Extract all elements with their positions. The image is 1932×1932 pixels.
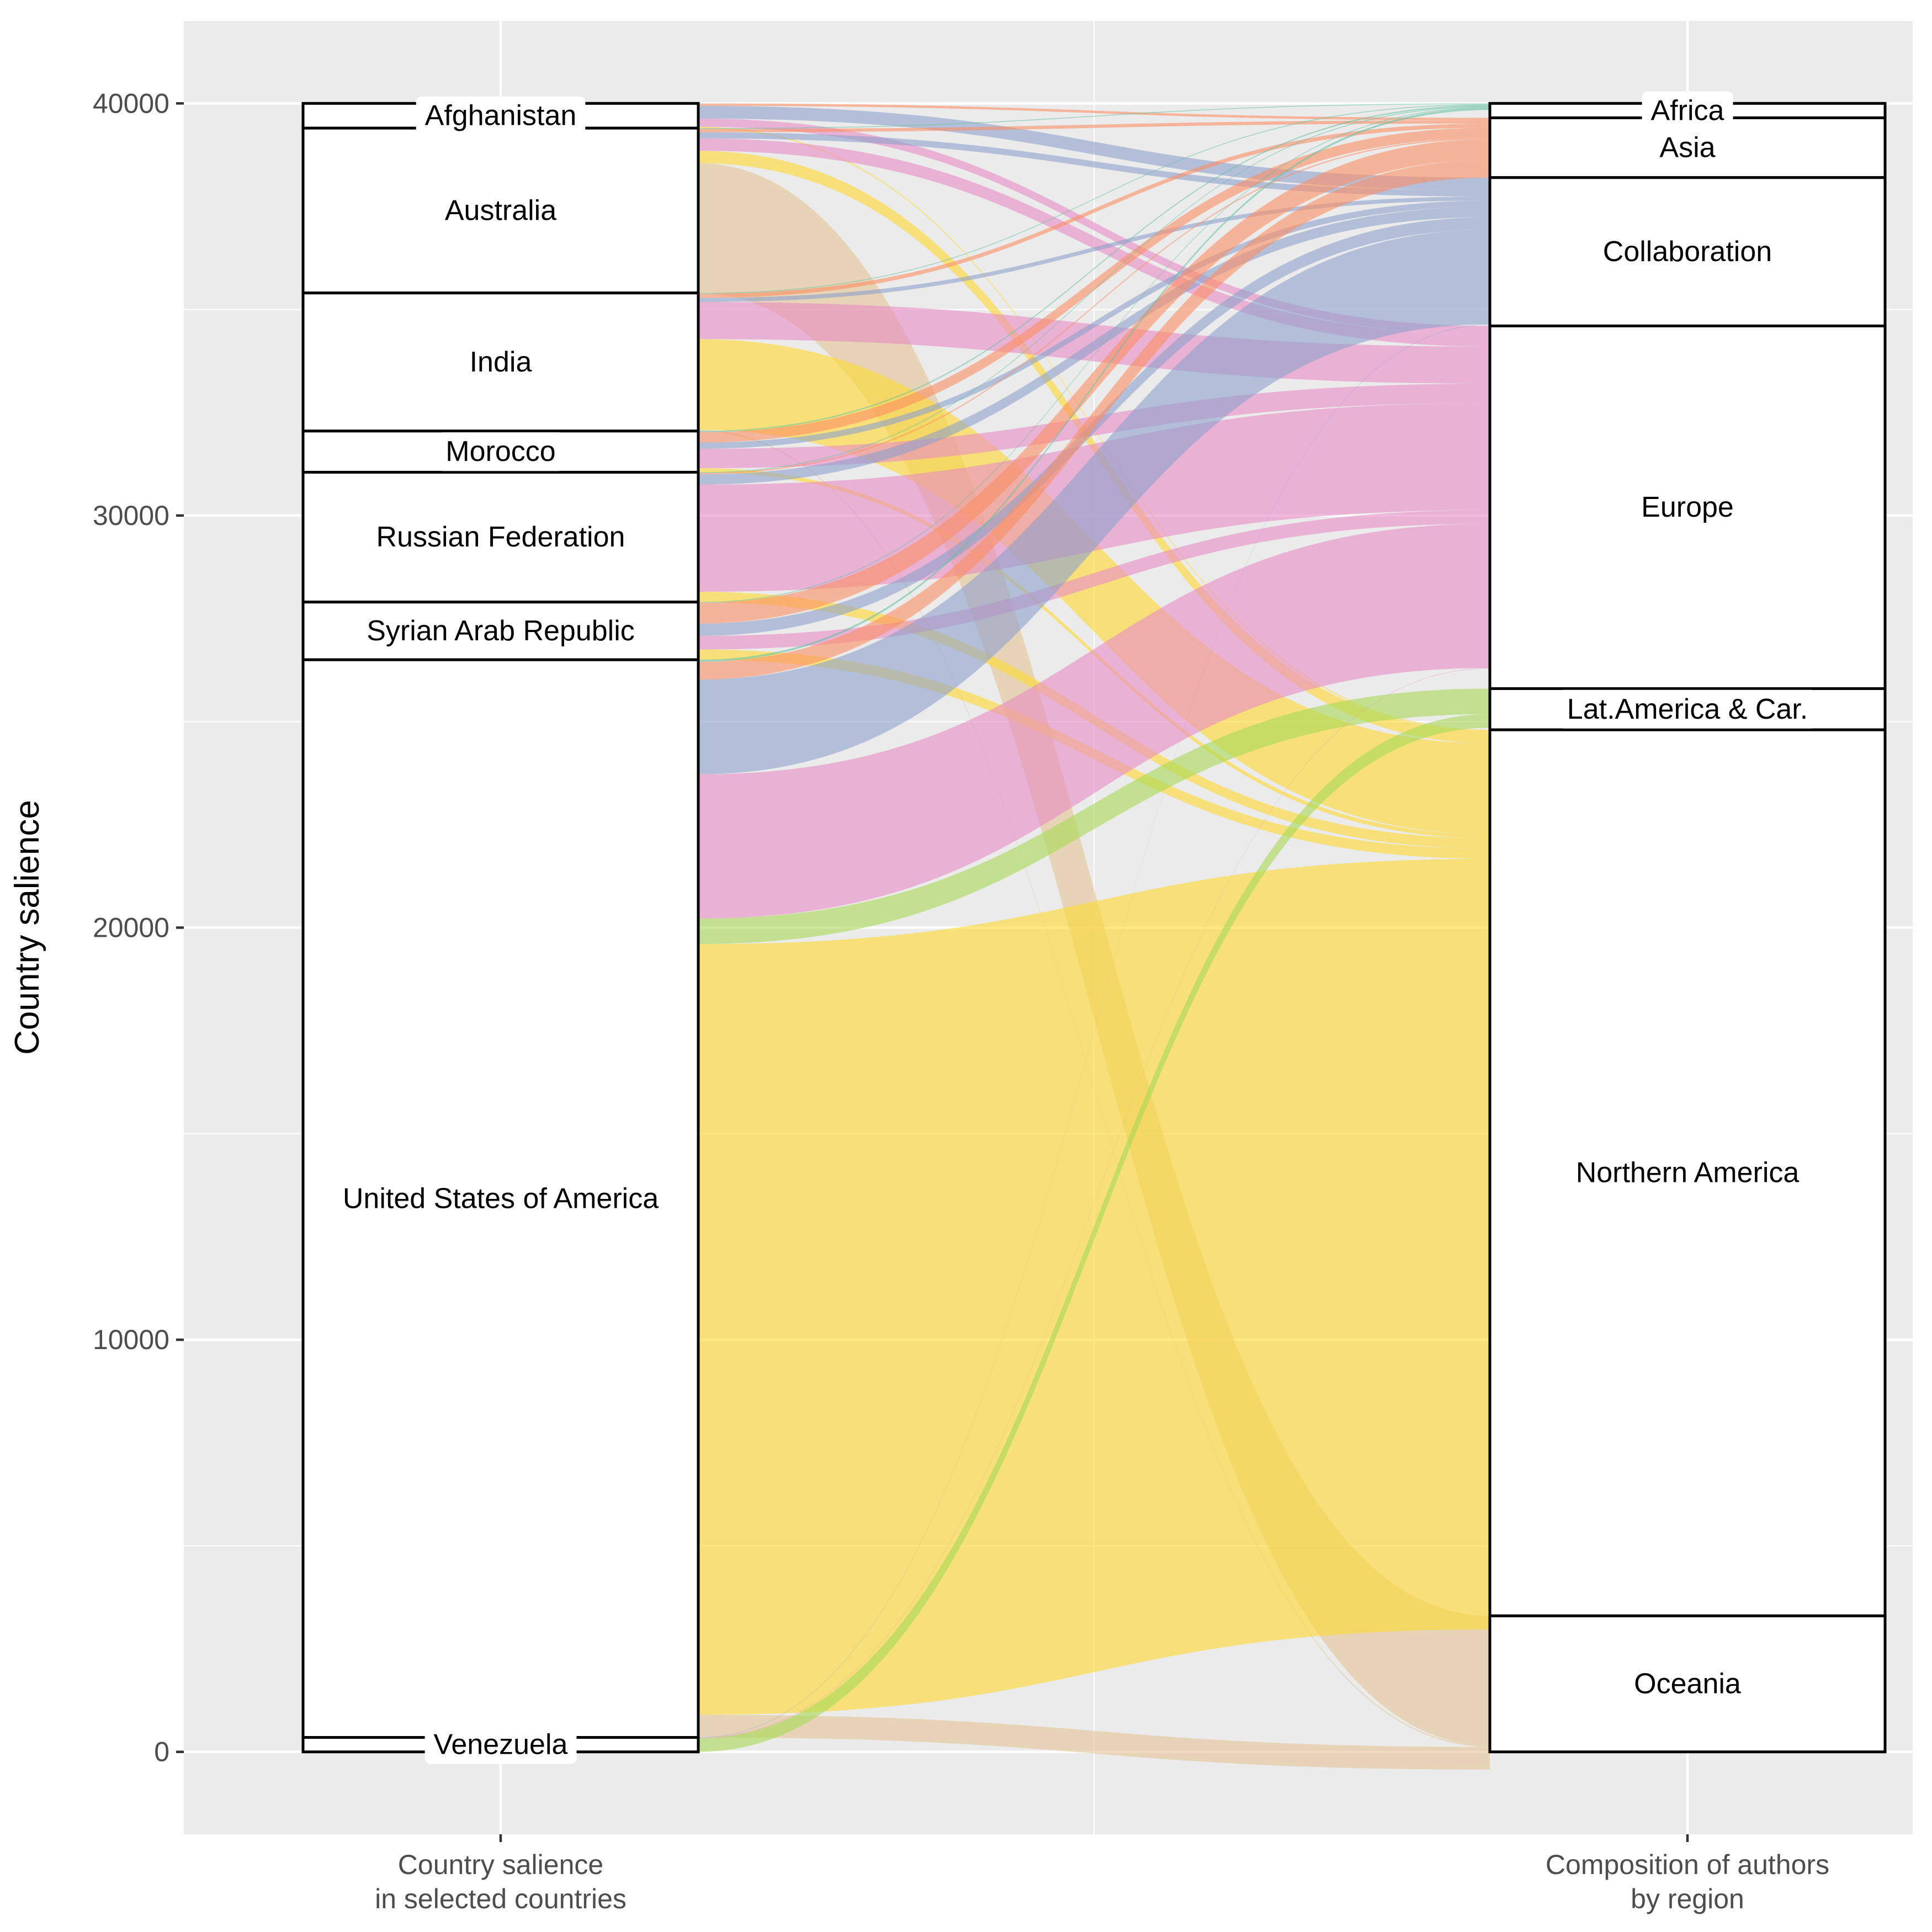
x-axis-label: Country salience [398,1849,603,1880]
label-background [416,96,586,135]
flow-morocco-to-asia [698,128,1490,443]
stratum-label-group: Collaboration [1603,236,1772,268]
stratum-label-india: India [470,346,532,378]
flow-india-to-northern-america [698,339,1490,835]
stratum-label-collaboration: Collaboration [1603,236,1772,268]
stratum-label-australia: Australia [445,194,556,226]
flow-australia-to-collaboration [698,132,1490,197]
stratum-label-asia: Asia [1659,132,1715,164]
stratum-russian-federation [301,471,700,604]
flow-syrian-arab-republic-to-africa [698,107,1490,603]
flow-venezuela-to-lat-america-car [698,714,1490,1752]
x-axis-label: Composition of authors [1546,1849,1829,1880]
stratum-india [301,291,700,433]
flow-united-states-of-america-to-oceania [698,1715,1490,1770]
stratum-label-europe: Europe [1641,491,1734,523]
flow-australia-to-europe [698,138,1490,347]
flow-united-states-of-america-to-collaboration [698,229,1490,774]
stratum-label-northern-america: Northern America [1576,1157,1800,1189]
y-tick-label: 10000 [93,1324,169,1355]
flow-syrian-arab-republic-to-asia [698,139,1490,624]
stratum-label-united-states-of-america: United States of America [343,1182,659,1214]
flow-syrian-arab-republic-to-europe [698,510,1490,650]
stratum-label-group: Africa [1642,91,1733,130]
x-axis-label: by region [1631,1883,1744,1914]
y-tick-label: 40000 [93,88,169,119]
label-background [424,1725,577,1764]
stratum-labels: Afghanistan Australia India Morocco Russian … [343,91,1817,1764]
y-axis-title: Country salience [8,800,46,1055]
y-tick-label: 30000 [93,500,169,531]
stratum-europe [1488,324,1887,690]
stratum-label-syrian-arab-republic: Syrian Arab Republic [367,615,635,647]
stratum-label-group: United States of America [343,1182,659,1214]
stratum-collaboration [1488,176,1887,327]
stratum-label-lat-america-car: Lat.America & Car. [1567,693,1808,725]
flow-venezuela-to-collaboration [698,324,1490,1738]
stratum-label-afghanistan: Afghanistan [425,100,577,132]
y-tick-label: 20000 [93,912,169,943]
label-background [1558,689,1817,729]
label-background [1642,91,1733,130]
flow-united-states-of-america-to-northern-america [698,858,1490,1715]
flow-india-to-africa [698,104,1490,294]
stratum-label-group: Oceania [1634,1668,1741,1700]
flow-morocco-to-collaboration [698,200,1490,449]
flow-russian-federation-to-asia [698,138,1490,475]
stratum-label-africa: Africa [1651,94,1724,126]
flow-united-states-of-america-to-africa [698,108,1490,662]
flow-russian-federation-to-collaboration [698,206,1490,485]
stratum-label-group: Europe [1641,491,1734,523]
flow-afghanistan-to-europe [698,118,1490,335]
flow-united-states-of-america-to-europe [698,523,1490,919]
flow-india-to-asia [698,123,1490,298]
flow-morocco-to-africa [698,105,1490,433]
x-axis-label: in selected countries [375,1883,627,1914]
axes: 0 10000 20000 30000 40000 Country saliencein … [93,88,1829,1914]
stratum-label-morocco: Morocco [445,436,555,468]
stratum-label-venezuela: Venezuela [434,1729,568,1761]
flow-australia-to-africa [698,103,1490,129]
strata [301,102,1887,1754]
stratum-label-group: Venezuela [424,1725,577,1764]
y-tick-label: 0 [154,1737,169,1768]
label-background [437,432,565,471]
stratum-oceania [1488,1614,1887,1754]
stratum-label-group: Asia [1659,132,1715,164]
flow-india-to-collaboration [698,197,1490,302]
stratum-label-russian-federation: Russian Federation [376,521,625,553]
stratum-label-group: Morocco [437,432,565,471]
stratum-label-group: Syrian Arab Republic [367,615,635,647]
flow-united-states-of-america-to-lat-america-car [698,688,1490,944]
stratum-united-states-of-america [301,658,700,1739]
alluvial-flows [698,103,1490,1770]
stratum-northern-america [1488,728,1887,1617]
stratum-label-group: Lat.America & Car. [1558,689,1817,729]
stratum-label-group: Afghanistan [416,96,586,135]
flow-russian-federation-to-africa [698,106,1490,474]
stratum-label-oceania: Oceania [1634,1668,1741,1700]
flow-venezuela-to-europe [698,668,1490,1739]
flow-united-states-of-america-to-asia [698,160,1490,680]
flow-afghanistan-to-collaboration [698,105,1490,190]
stratum-label-group: Northern America [1576,1157,1800,1189]
flow-afghanistan-to-asia [698,103,1490,120]
stratum-label-group: India [470,346,532,378]
stratum-label-group: Australia [445,194,556,226]
flow-australia-to-asia [698,120,1490,132]
stratum-label-group: Russian Federation [376,521,625,553]
